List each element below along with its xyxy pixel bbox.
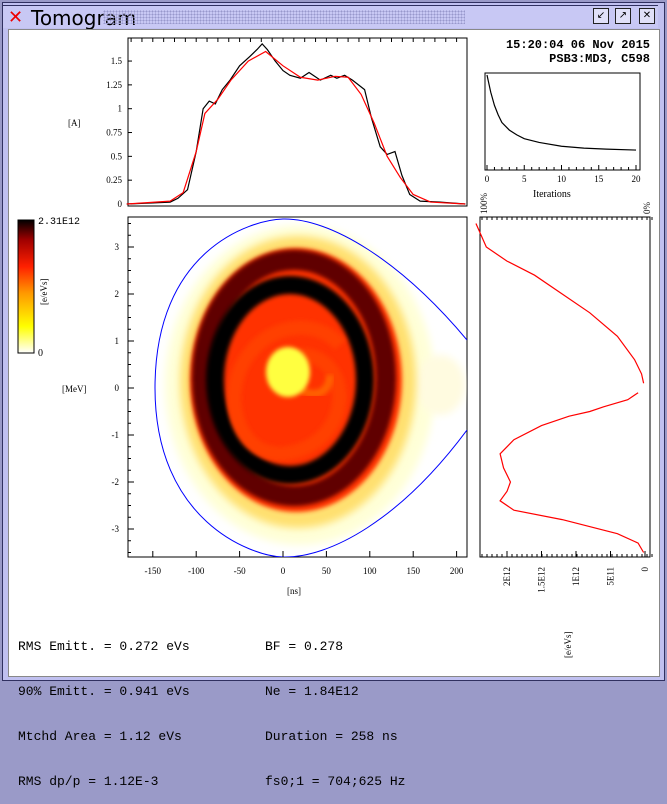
y-tick-label: -3 [112,524,120,534]
time-axis-label: [ns] [287,586,301,596]
x-tick-label: 0 [485,174,490,184]
x-tick-label: -100 [188,566,205,576]
maximize-icon[interactable]: ↗ [615,8,631,24]
title-bar[interactable]: ✕ Tomogram ↙ ↗ ✕ [3,5,658,30]
stat-90-emittance: 90% Emitt. = 0.941 eVs [18,684,190,699]
y-tick-label: 3 [115,242,120,252]
energy-profile-lower-line [499,392,645,553]
colorbar-unit: [e/eVs] [39,279,49,306]
stat-fs: fs0;1 = 704;625 Hz [265,774,406,789]
x-tick-label: 200 [450,566,464,576]
x-tick-label: 150 [406,566,420,576]
energy-profile-frame [479,216,651,558]
x-tick-label: -150 [145,566,162,576]
y-tick-label: 1.25 [106,80,122,90]
separatrix-upper [154,218,467,389]
y-tick-label: 1.5 [111,56,123,66]
header-stamp: 15:20:04 06 Nov 2015 PSB3:MD3, C598 [506,38,650,66]
y-tick-label: 1 [115,336,120,346]
y-tick-label: 0.25 [106,175,122,185]
plots-canvas: 2.31E12 0 [e/eVs] [A] 0 0.25 0.5 0.75 1 1.25 1… [17,37,653,659]
timestamp: 15:20:04 06 Nov 2015 [505,38,650,52]
y-tick-label: 0.5 [111,151,123,161]
y-tick-label: -2 [112,477,120,487]
fitted-profile-line [126,50,466,205]
stat-rms-emittance: RMS Emitt. = 0.272 eVs [18,639,190,654]
current-profile-plot: [A] 0 0.25 0.5 0.75 1 1.25 1.5 [68,37,468,209]
label-0-percent: 0% [642,202,652,215]
colorbar-max: 2.31E12 [38,217,80,228]
stats-left: RMS Emitt. = 0.272 eVs 90% Emitt. = 0.94… [18,609,190,804]
stat-matched-area: Mtchd Area = 1.12 eVs [18,729,182,744]
x-tick-label: 0 [281,566,286,576]
colorbar [17,219,35,354]
iterations-plot: Iterations 0 5 10 15 20 [484,72,642,200]
y-tick-label: 0 [115,383,120,393]
x-tick-label: 5E11 [606,567,616,586]
y-tick-label: -1 [112,430,120,440]
x-tick-label: 5 [522,174,527,184]
x-tick-label: 1E12 [571,567,581,586]
x-tick-label: 1.5E12 [537,567,547,593]
close-icon[interactable]: ✕ [639,8,655,24]
x-tick-label: 50 [322,566,332,576]
current-profile-frame [127,37,468,207]
energy-profile-upper-line [475,223,645,384]
stats-right: BF = 0.278 Ne = 1.84E12 Duration = 258 n… [265,609,405,804]
energy-profile-plot: 100% 0% [e/eVs] 2E12 1.5E12 1E12 5E11 0 [475,193,653,659]
y-tick-label: 2 [115,289,120,299]
colorbar-min: 0 [38,348,43,359]
convergence-line [486,74,637,151]
x-tick-label: -50 [234,566,246,576]
energy-axis-label: [MeV] [62,384,87,394]
density-axis-label: [e/eVs] [563,632,573,659]
minimize-icon[interactable]: ↙ [593,8,609,24]
y-tick-label: 0 [118,199,123,209]
x-tick-label: 10 [557,174,567,184]
y-tick-label: 1 [118,104,123,114]
x-tick-label: 15 [594,174,604,184]
x-tick-label: 100 [363,566,377,576]
phase-space-heatmap [154,218,467,557]
current-axis-label: [A] [68,118,81,128]
x-tick-label: 2E12 [502,567,512,586]
y-tick-label: 0.75 [106,128,122,138]
x-tick-label: 20 [632,174,642,184]
stat-duration: Duration = 258 ns [265,729,398,744]
red-x-icon[interactable]: ✕ [8,7,24,28]
stat-rms-dpp: RMS dp/p = 1.12E-3 [18,774,159,789]
label-100-percent: 100% [479,193,489,215]
stat-ne: Ne = 1.84E12 [265,684,359,699]
title-bar-pattern [103,10,465,24]
source-label: PSB3:MD3, C598 [549,52,650,66]
x-tick-label: 0 [640,567,650,572]
iterations-label: Iterations [533,189,571,200]
iterations-frame [484,72,641,171]
phase-space-plot: [ns] [MeV] -150 -100 -50 0 50 100 150 200 -3 -2 -1… [62,216,468,596]
measured-profile-line [126,43,466,205]
stat-bf: BF = 0.278 [265,639,344,654]
